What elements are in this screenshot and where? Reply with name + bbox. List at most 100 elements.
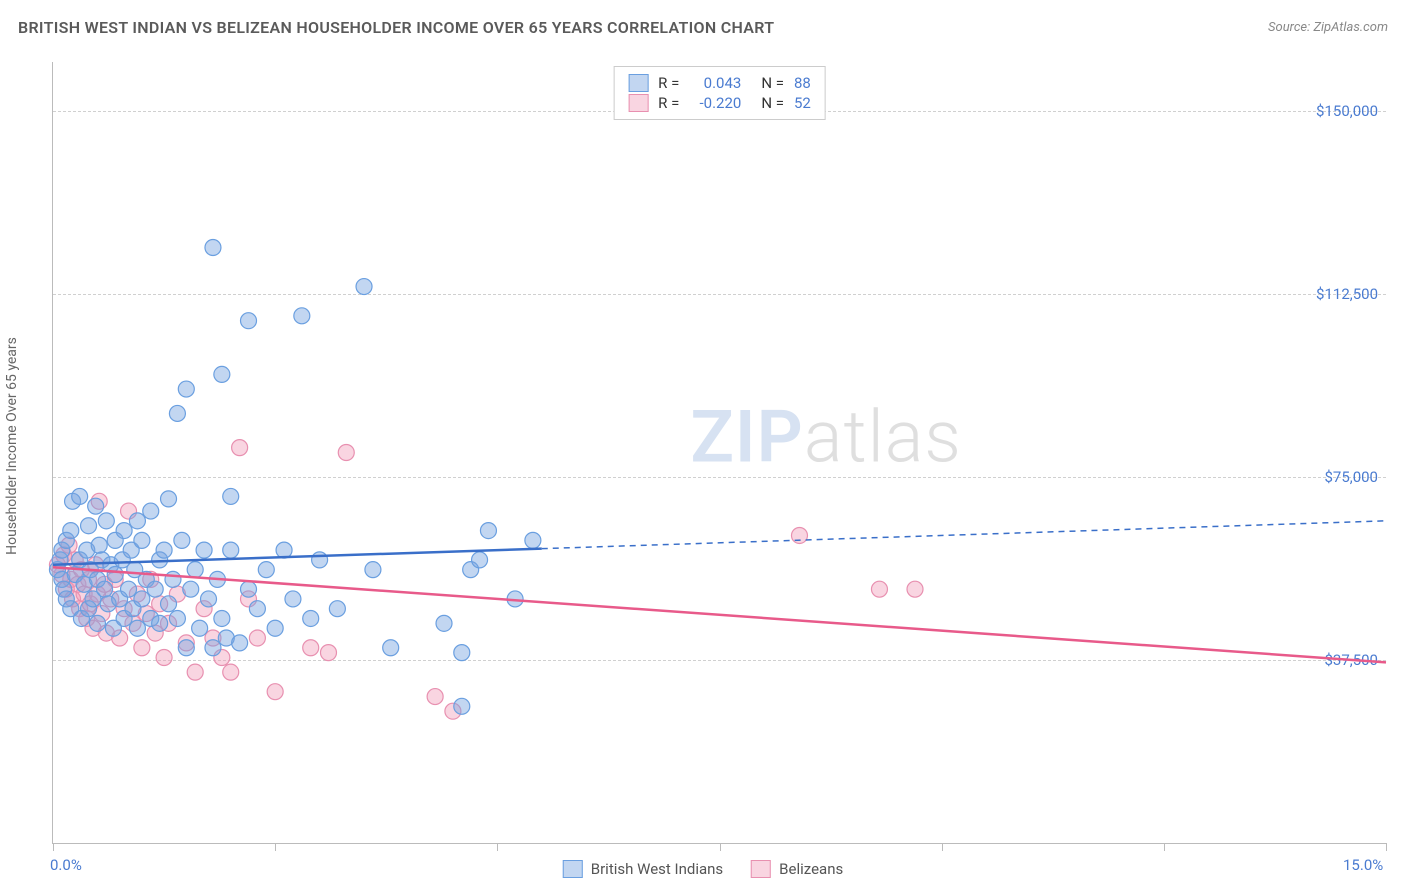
data-point	[223, 488, 239, 504]
correlation-row-2: R = -0.220 N = 52	[628, 93, 811, 113]
data-point	[356, 279, 372, 295]
n-value-2: 52	[794, 94, 811, 112]
data-point	[214, 610, 230, 626]
data-point	[152, 615, 168, 631]
data-point	[294, 308, 310, 324]
data-point	[232, 440, 248, 456]
r-value-1: 0.043	[689, 74, 741, 92]
data-point	[72, 488, 88, 504]
data-point	[791, 527, 807, 543]
data-point	[201, 591, 217, 607]
data-point	[267, 684, 283, 700]
x-tick	[53, 843, 54, 851]
data-point	[161, 596, 177, 612]
data-point	[383, 640, 399, 656]
chart-title: BRITISH WEST INDIAN VS BELIZEAN HOUSEHOL…	[18, 18, 774, 37]
data-point	[121, 581, 137, 597]
r-value-2: -0.220	[689, 94, 741, 112]
n-label-1: N =	[761, 74, 784, 92]
data-point	[147, 581, 163, 597]
data-point	[241, 313, 257, 329]
data-point	[161, 491, 177, 507]
x-tick	[275, 843, 276, 851]
legend-label-2: Belizeans	[779, 860, 843, 878]
data-point	[116, 523, 132, 539]
data-point	[241, 581, 257, 597]
correlation-legend: R = 0.043 N = 88 R = -0.220 N = 52	[613, 66, 826, 120]
data-point	[97, 581, 113, 597]
data-point	[258, 562, 274, 578]
data-point	[472, 552, 488, 568]
n-value-1: 88	[794, 74, 811, 92]
data-point	[169, 610, 185, 626]
data-point	[303, 610, 319, 626]
x-tick-label-min: 0.0%	[50, 856, 82, 874]
scatter-svg	[53, 62, 1386, 843]
data-point	[454, 698, 470, 714]
data-point	[871, 581, 887, 597]
legend-label-1: British West Indians	[591, 860, 723, 878]
legend-item-1: British West Indians	[563, 860, 723, 878]
x-tick	[942, 843, 943, 851]
data-point	[480, 523, 496, 539]
data-point	[129, 620, 145, 636]
data-point	[303, 640, 319, 656]
data-point	[454, 645, 470, 661]
chart-header: BRITISH WEST INDIAN VS BELIZEAN HOUSEHOL…	[18, 18, 1388, 37]
x-tick	[720, 843, 721, 851]
data-point	[89, 615, 105, 631]
data-point	[63, 523, 79, 539]
swatch-series-2	[628, 94, 648, 112]
legend-swatch-1	[563, 860, 583, 878]
n-label-2: N =	[761, 94, 784, 112]
data-point	[427, 689, 443, 705]
data-point	[205, 640, 221, 656]
data-point	[907, 581, 923, 597]
data-point	[365, 562, 381, 578]
source-attribution: Source: ZipAtlas.com	[1268, 20, 1388, 35]
x-tick	[1164, 843, 1165, 851]
data-point	[329, 601, 345, 617]
data-point	[320, 645, 336, 661]
r-label-2: R =	[658, 94, 679, 112]
data-point	[192, 620, 208, 636]
legend-swatch-2	[751, 860, 771, 878]
swatch-series-1	[628, 74, 648, 92]
data-point	[249, 601, 265, 617]
x-tick-label-max: 15.0%	[1343, 856, 1383, 874]
data-point	[178, 381, 194, 397]
data-point	[223, 664, 239, 680]
y-axis-label: Householder Income Over 65 years	[4, 337, 20, 555]
data-point	[98, 513, 114, 529]
data-point	[232, 635, 248, 651]
x-tick	[497, 843, 498, 851]
source-name: ZipAtlas.com	[1313, 20, 1388, 35]
data-point	[156, 542, 172, 558]
data-point	[91, 537, 107, 553]
data-point	[134, 640, 150, 656]
data-point	[81, 518, 97, 534]
data-point	[267, 620, 283, 636]
data-point	[129, 513, 145, 529]
data-point	[107, 567, 123, 583]
data-point	[169, 405, 185, 421]
data-point	[165, 571, 181, 587]
data-point	[205, 239, 221, 255]
data-point	[223, 542, 239, 558]
data-point	[178, 640, 194, 656]
x-tick	[1386, 843, 1387, 851]
data-point	[143, 503, 159, 519]
series-legend: British West Indians Belizeans	[563, 860, 843, 878]
data-point	[214, 366, 230, 382]
data-point	[134, 532, 150, 548]
data-point	[312, 552, 328, 568]
chart-plot-area: ZIPatlas R = 0.043 N = 88 R = -0.220 N =…	[52, 62, 1386, 844]
legend-item-2: Belizeans	[751, 860, 843, 878]
source-label: Source:	[1268, 20, 1310, 35]
regression-line-dashed	[542, 521, 1386, 549]
data-point	[187, 562, 203, 578]
data-point	[88, 498, 104, 514]
data-point	[285, 591, 301, 607]
correlation-row-1: R = 0.043 N = 88	[628, 73, 811, 93]
data-point	[156, 650, 172, 666]
